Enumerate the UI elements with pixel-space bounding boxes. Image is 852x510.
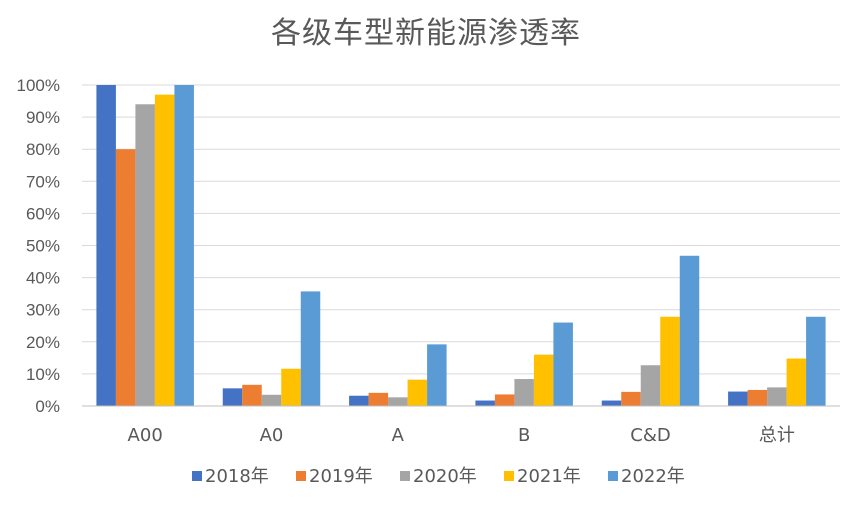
chart-title: 各级车型新能源渗透率 bbox=[271, 16, 581, 51]
legend-swatch bbox=[400, 471, 410, 481]
bar-2022年-B bbox=[553, 322, 573, 406]
legend-label: 2022年 bbox=[621, 466, 685, 487]
bar-2019年-A00 bbox=[115, 149, 136, 406]
legend-swatch bbox=[504, 471, 514, 481]
x-tick-label: A00 bbox=[128, 425, 163, 446]
bar-2019年-总计 bbox=[747, 389, 768, 406]
y-tick-label: 60% bbox=[26, 204, 60, 223]
x-axis-labels: A00 A0 A B C&D 总计 bbox=[128, 425, 795, 446]
bar-2019年-C&D bbox=[621, 391, 641, 406]
x-tick-label: A bbox=[392, 425, 405, 446]
gridlines bbox=[82, 84, 840, 375]
legend-swatch bbox=[608, 471, 618, 481]
y-tick-label: 30% bbox=[26, 301, 60, 320]
bar-2020年-C&D bbox=[640, 365, 661, 406]
bar-2018年-A0 bbox=[222, 388, 243, 406]
y-tick-label: 80% bbox=[26, 140, 60, 159]
y-tick-label: 10% bbox=[26, 365, 60, 384]
bar-2022年-总计 bbox=[806, 316, 826, 406]
bar-2021年-C&D bbox=[660, 316, 680, 406]
bar-2021年-A00 bbox=[154, 94, 175, 406]
legend-swatch bbox=[296, 471, 306, 481]
legend-label: 2021年 bbox=[517, 466, 581, 487]
bar-2021年-A0 bbox=[281, 368, 301, 406]
bar-2022年-A bbox=[427, 344, 447, 406]
y-tick-label: 50% bbox=[26, 237, 60, 256]
bar-2018年-A00 bbox=[96, 85, 116, 406]
bar-2022年-A0 bbox=[300, 291, 321, 406]
legend-swatch bbox=[192, 471, 202, 481]
bar-2018年-总计 bbox=[728, 391, 748, 406]
bar-2021年-A bbox=[407, 379, 428, 406]
y-tick-label: 100% bbox=[17, 76, 60, 95]
y-tick-label: 40% bbox=[26, 269, 60, 288]
bar-2021年-总计 bbox=[786, 358, 807, 406]
y-tick-label: 0% bbox=[35, 397, 60, 416]
legend-label: 2018年 bbox=[205, 466, 269, 487]
legend-label: 2019年 bbox=[309, 466, 373, 487]
bar-2019年-A bbox=[368, 392, 389, 406]
bar-2020年-A0 bbox=[261, 394, 282, 406]
bar-2018年-C&D bbox=[601, 400, 622, 406]
y-tick-label: 20% bbox=[26, 333, 60, 352]
y-tick-label: 90% bbox=[26, 108, 60, 127]
x-tick-label: 总计 bbox=[759, 425, 795, 446]
bar-2020年-总计 bbox=[767, 387, 787, 406]
bar-2020年-B bbox=[514, 379, 534, 406]
bar-2020年-A bbox=[388, 397, 408, 406]
bar-2019年-B bbox=[494, 394, 515, 406]
bar-2021年-B bbox=[533, 354, 554, 406]
legend-label: 2020年 bbox=[413, 466, 477, 487]
x-tick-label: A0 bbox=[260, 425, 284, 446]
bars bbox=[96, 85, 826, 406]
bar-2019年-A0 bbox=[242, 384, 262, 406]
bar-2018年-A bbox=[349, 395, 369, 406]
bar-2022年-A00 bbox=[174, 85, 194, 406]
bar-2018年-B bbox=[475, 400, 495, 406]
legend: 2018年 2019年 2020年 2021年 2022年 bbox=[192, 466, 685, 487]
x-tick-label: B bbox=[518, 425, 530, 446]
x-tick-label: C&D bbox=[630, 425, 670, 446]
bar-2020年-A00 bbox=[135, 104, 155, 406]
y-axis-ticks: 0% 10% 20% 30% 40% 50% 60% 70% 80% 90% 100% bbox=[17, 76, 60, 416]
y-tick-label: 70% bbox=[26, 172, 60, 191]
bar-2022年-C&D bbox=[679, 255, 700, 406]
